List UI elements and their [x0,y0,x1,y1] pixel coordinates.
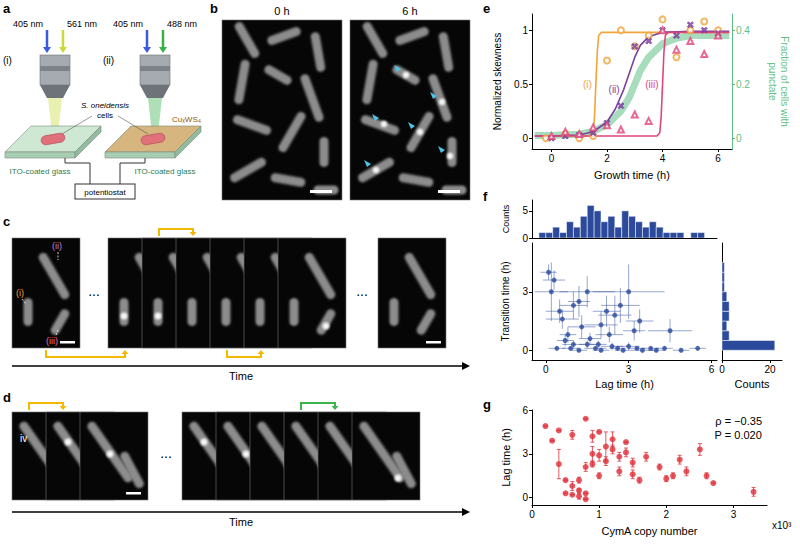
svg-text:...: ... [160,445,172,461]
svg-text:(ii): (ii) [103,55,114,66]
svg-text:3: 3 [522,448,528,459]
svg-text:g: g [483,397,491,412]
svg-text:405 nm: 405 nm [13,19,43,29]
svg-text:Lag time (h): Lag time (h) [500,428,512,487]
svg-text:CymA copy number: CymA copy number [602,525,698,537]
svg-text:20: 20 [764,364,776,375]
svg-text:6: 6 [709,364,715,375]
svg-text:0: 0 [522,492,528,503]
svg-text:2: 2 [664,509,670,520]
svg-text:0: 0 [719,364,725,375]
svg-text:0: 0 [543,364,549,375]
svg-text:Lag time (h): Lag time (h) [595,378,654,390]
svg-text:Normalized skewness: Normalized skewness [492,33,503,130]
svg-text:0: 0 [522,133,528,144]
svg-text:(ii): (ii) [609,84,620,95]
svg-text:x10³: x10³ [772,520,792,531]
svg-text:2: 2 [604,153,610,164]
svg-text:3: 3 [731,509,737,520]
svg-text:d: d [3,390,11,405]
svg-text:0: 0 [522,233,528,244]
svg-text:Growth time (h): Growth time (h) [594,169,670,181]
svg-text:ITO-coated glass: ITO-coated glass [135,167,196,176]
svg-text:6: 6 [715,153,721,164]
svg-text:488 nm: 488 nm [167,19,197,29]
svg-text:S. oneidensis: S. oneidensis [81,101,129,110]
svg-text:ρ = −0.35: ρ = −0.35 [715,415,762,427]
svg-text:405 nm: 405 nm [113,19,143,29]
svg-text:Counts: Counts [501,204,511,233]
svg-text:Counts: Counts [735,378,770,390]
svg-text:(i): (i) [3,55,12,66]
svg-text:0.5: 0.5 [514,79,528,90]
svg-text:...: ... [88,283,100,299]
svg-text:0: 0 [529,509,535,520]
svg-text:b: b [210,1,218,16]
svg-text:4: 4 [660,153,666,164]
svg-text:...: ... [356,283,368,299]
svg-text:f: f [483,189,488,204]
svg-text:Time: Time [229,370,253,382]
svg-text:cells: cells [97,111,113,120]
svg-text:Transition time (h): Transition time (h) [500,261,511,341]
svg-text:0: 0 [549,153,555,164]
svg-text:0.2: 0.2 [736,79,750,90]
svg-text:(iii): (iii) [46,336,58,346]
svg-text:561 nm: 561 nm [67,19,97,29]
svg-text:1: 1 [522,25,528,36]
svg-text:3: 3 [626,364,632,375]
svg-text:e: e [483,1,490,16]
svg-text:a: a [3,1,11,16]
svg-text:ITO-coated glass: ITO-coated glass [10,167,71,176]
svg-text:potentiostat: potentiostat [84,188,126,197]
svg-text:punctate: punctate [767,62,778,101]
svg-text:(ii): (ii) [52,241,62,251]
svg-text:1: 1 [596,509,602,520]
svg-text:(iii): (iii) [645,79,658,90]
svg-text:6: 6 [522,405,528,416]
svg-text:5: 5 [522,205,528,216]
svg-text:Time: Time [229,516,253,528]
svg-text:Fraction of cells with: Fraction of cells with [779,36,790,127]
svg-text:0.4: 0.4 [736,25,750,36]
svg-text:CuₓWS₄: CuₓWS₄ [172,115,201,124]
svg-text:3: 3 [522,286,528,297]
svg-text:c: c [3,214,10,229]
svg-text:6 h: 6 h [402,5,417,17]
svg-text:0: 0 [522,345,528,356]
svg-text:0: 0 [736,133,742,144]
svg-text:(i): (i) [583,79,592,90]
svg-text:(i): (i) [16,288,24,298]
svg-text:P = 0.020: P = 0.020 [715,429,762,441]
svg-text:iv: iv [20,433,27,444]
svg-text:0 h: 0 h [274,5,289,17]
